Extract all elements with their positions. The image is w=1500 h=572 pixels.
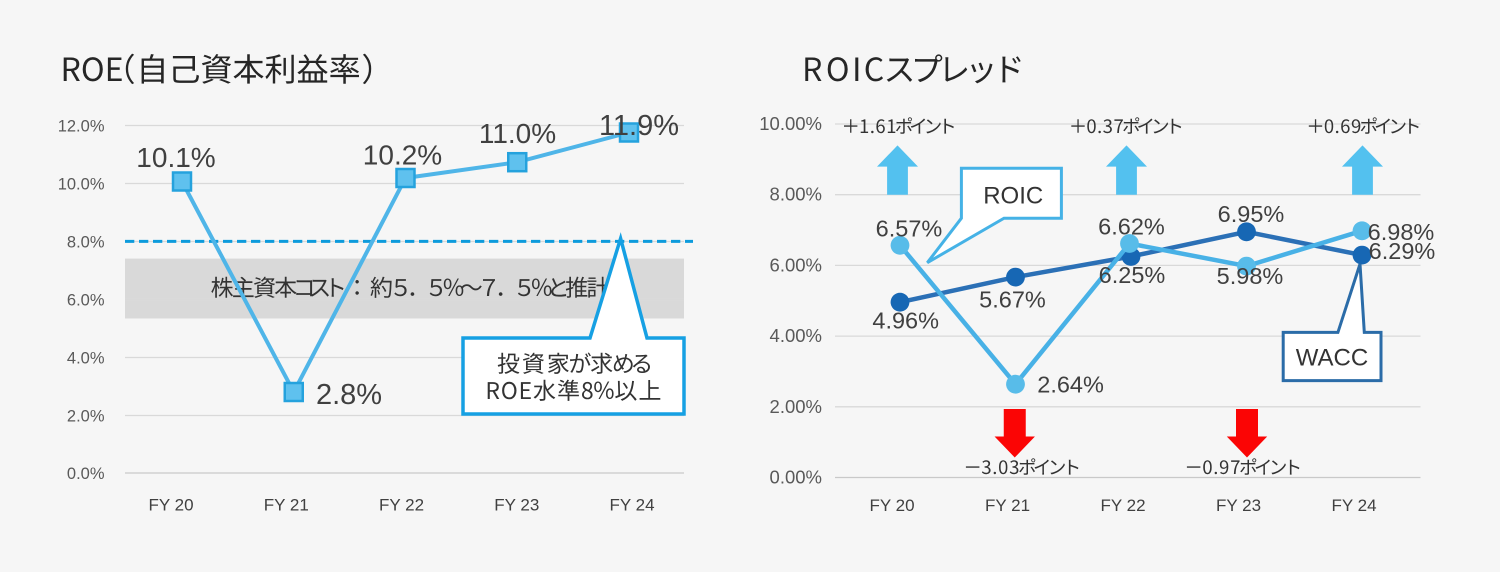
svg-text:6.25%: 6.25% [1099, 262, 1166, 288]
svg-text:11.0%: 11.0% [479, 118, 556, 149]
svg-text:10.0%: 10.0% [58, 176, 105, 194]
svg-text:4.0%: 4.0% [67, 350, 105, 368]
svg-text:12.0%: 12.0% [58, 118, 105, 136]
svg-text:4.96%: 4.96% [872, 308, 939, 334]
svg-text:0.0%: 0.0% [67, 465, 105, 483]
svg-text:5.67%: 5.67% [979, 286, 1046, 312]
svg-text:10.00%: 10.00% [759, 113, 822, 134]
svg-text:5.98%: 5.98% [1217, 263, 1284, 289]
svg-text:FY 22: FY 22 [379, 496, 424, 515]
svg-text:2.0%: 2.0% [67, 408, 105, 426]
svg-text:8.00%: 8.00% [770, 184, 822, 205]
svg-text:4.00%: 4.00% [770, 325, 822, 346]
svg-text:8.0%: 8.0% [67, 234, 105, 252]
svg-text:2.00%: 2.00% [770, 396, 822, 417]
svg-text:0.00%: 0.00% [770, 467, 822, 488]
svg-text:FY 21: FY 21 [985, 496, 1030, 515]
svg-text:FY 21: FY 21 [264, 496, 309, 515]
svg-text:6.00%: 6.00% [770, 254, 822, 275]
svg-text:6.29%: 6.29% [1369, 238, 1436, 264]
svg-text:FY 22: FY 22 [1100, 496, 1145, 515]
svg-text:FY 23: FY 23 [494, 496, 539, 515]
svg-text:6.57%: 6.57% [876, 215, 943, 241]
svg-text:11.9%: 11.9% [599, 110, 679, 142]
svg-text:6.98%: 6.98% [1368, 219, 1435, 245]
svg-text:FY 23: FY 23 [1216, 496, 1261, 515]
svg-text:2.64%: 2.64% [1037, 372, 1104, 398]
svg-text:6.0%: 6.0% [67, 292, 105, 310]
svg-text:2.8%: 2.8% [316, 379, 382, 411]
svg-text:ROIC: ROIC [983, 182, 1043, 209]
svg-text:FY 24: FY 24 [1331, 496, 1376, 515]
svg-text:FY 24: FY 24 [609, 496, 654, 515]
svg-text:6.95%: 6.95% [1218, 201, 1285, 227]
svg-text:6.62%: 6.62% [1098, 214, 1165, 240]
svg-text:10.2%: 10.2% [363, 140, 442, 171]
svg-text:FY 20: FY 20 [148, 496, 193, 515]
svg-text:10.1%: 10.1% [136, 142, 215, 173]
svg-text:FY 20: FY 20 [869, 496, 914, 515]
svg-text:WACC: WACC [1296, 345, 1368, 372]
